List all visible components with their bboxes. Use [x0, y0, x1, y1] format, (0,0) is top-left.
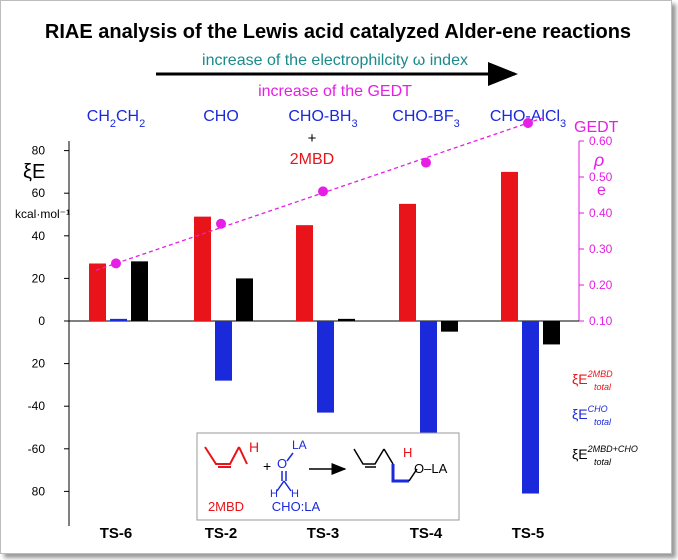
- x-tick-label: TS-4: [410, 525, 443, 542]
- legend-subscript: total: [594, 417, 612, 427]
- substituent-label: CHO: [203, 108, 239, 125]
- bar-cho: [110, 318, 127, 321]
- riae-chart: RIAE analysis of the Lewis acid catalyze…: [15, 21, 638, 542]
- plus-sign: +: [308, 130, 317, 147]
- scheme-oxygen: O: [277, 456, 287, 471]
- scheme-h-bottom-2: H: [291, 488, 299, 500]
- scheme-box: [196, 432, 460, 521]
- substituent-label: CHO-AlCl3: [490, 108, 566, 130]
- scheme-plus: +: [263, 458, 271, 474]
- gedt-trend-label: increase of the GEDT: [258, 83, 412, 100]
- bar-2mbd: [89, 263, 106, 321]
- y-tick-label: 60: [32, 186, 46, 200]
- bar-total: [236, 278, 253, 321]
- y-tick-label: -60: [28, 442, 46, 456]
- substituent-labels: CH2CH2 CHO CHO-BH3 CHO-BF3 CHO-AlCl3: [87, 108, 566, 130]
- new-bond: [391, 464, 409, 483]
- substituent-label: CHO-BH3: [288, 108, 357, 130]
- right-axis-ticks: 0.60 0.50 0.40 0.30 0.20 0.10: [579, 134, 613, 328]
- gedt-tick-label: 0.40: [589, 206, 613, 220]
- aldehyde-bonds: [276, 452, 294, 492]
- bar-total: [543, 321, 560, 345]
- substituent-label: CHO-BF3: [392, 108, 459, 130]
- y-tick-label: -40: [28, 399, 46, 413]
- scheme-h-product: H: [403, 445, 412, 460]
- chart-title: RIAE analysis of the Lewis acid catalyze…: [45, 21, 631, 43]
- x-tick-label: TS-2: [205, 525, 238, 542]
- legend-entry: ξECHO: [572, 404, 608, 422]
- bar-total: [338, 318, 355, 321]
- left-axis-symbol: ξE: [23, 161, 45, 183]
- gedt-series: [95, 116, 547, 271]
- diene-structure: [204, 446, 248, 468]
- left-axis-ticks: 80 60 40 20 0 20 -40 -60 80: [28, 144, 69, 498]
- bar-total: [131, 261, 148, 321]
- right-axis-rho: ρ: [593, 150, 604, 170]
- y-tick-label: 0: [38, 314, 45, 328]
- electrophilicity-arrow-label: increase of the electrophilcity ω index: [202, 52, 468, 69]
- gedt-tick-label: 0.10: [589, 314, 613, 328]
- y-tick-label: 20: [32, 357, 46, 371]
- bar-2mbd: [501, 171, 518, 321]
- legend-entry: ξE2MBD+CHO: [572, 444, 638, 462]
- bar-cho: [317, 321, 334, 413]
- right-axis-title: GEDT: [574, 119, 619, 136]
- gedt-tick-label: 0.20: [589, 278, 613, 292]
- bar-2mbd: [296, 225, 313, 321]
- gedt-point: [216, 218, 226, 229]
- gedt-trend-line: [95, 116, 547, 271]
- left-axis-unit: kcal·mol⁻¹: [15, 207, 70, 221]
- gedt-point: [523, 118, 533, 128]
- scheme-reactant2: CHO:LA: [272, 499, 321, 514]
- legend-subscript: total: [594, 457, 612, 467]
- right-axis-e: e: [597, 182, 606, 199]
- gedt-tick-label: 0.50: [589, 170, 613, 184]
- x-tick-label: TS-5: [512, 525, 545, 542]
- scheme-h-bottom-1: H: [270, 488, 278, 500]
- x-axis-labels: TS-6 TS-2 TS-3 TS-4 TS-5: [100, 525, 545, 542]
- scheme-h-left: H: [249, 439, 259, 455]
- bar-total: [441, 321, 458, 332]
- scheme-la-top: LA: [292, 438, 307, 452]
- legend-entry: ξE2MBD: [572, 369, 613, 387]
- gedt-point: [318, 186, 328, 197]
- y-tick-label: 20: [32, 271, 46, 285]
- scheme-o-la-product: O–LA: [414, 461, 448, 476]
- substituent-label: CH2CH2: [87, 108, 145, 130]
- x-tick-label: TS-3: [307, 525, 340, 542]
- reaction-scheme: H + LA O H H H O–LA 2MBD CHO:LA: [196, 432, 460, 521]
- bar-2mbd: [399, 203, 416, 321]
- y-tick-label: 40: [32, 229, 46, 243]
- product-o-bond: [408, 468, 418, 482]
- gedt-tick-label: 0.30: [589, 242, 613, 256]
- gedt-point: [421, 157, 431, 168]
- scheme-reactant1: 2MBD: [208, 499, 244, 514]
- legend-subscript: total: [594, 382, 612, 392]
- bar-cho: [420, 321, 437, 449]
- y-tick-label: 80: [32, 144, 46, 158]
- y-tick-label: 80: [32, 484, 46, 498]
- gedt-point: [111, 258, 121, 269]
- gedt-tick-label: 0.60: [589, 134, 613, 148]
- bar-cho: [215, 321, 232, 381]
- product-structure: [353, 448, 394, 468]
- diene-label: 2MBD: [290, 151, 334, 168]
- bar-cho: [522, 321, 539, 494]
- x-tick-label: TS-6: [100, 525, 133, 542]
- bar-2mbd: [194, 216, 211, 321]
- bar-series: [89, 171, 560, 494]
